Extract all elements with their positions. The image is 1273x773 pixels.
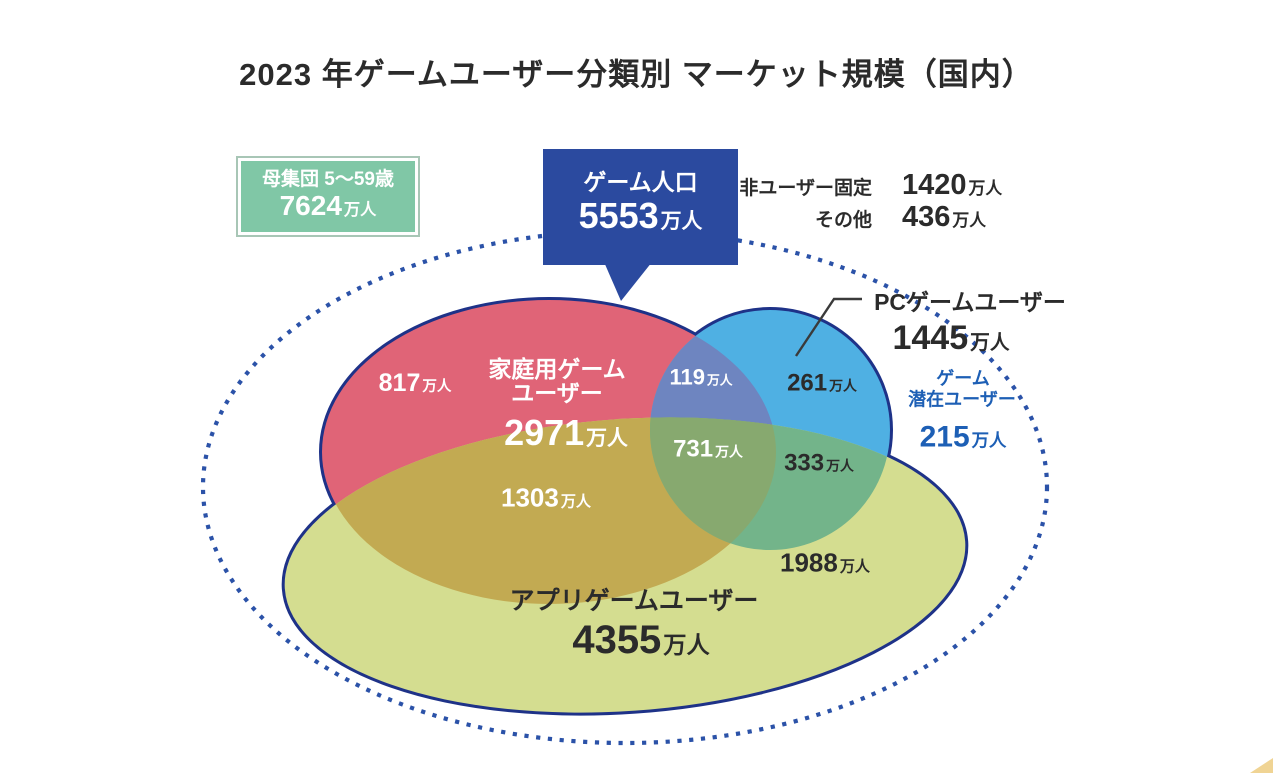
non-user-fixed-label: 非ユーザー固定 [739, 178, 872, 199]
console-set-value: 2971万人 [504, 412, 628, 454]
region-triple: 731 万人 [673, 435, 743, 463]
other-label: その他 [814, 210, 872, 231]
pc-label-connector-line [795, 297, 862, 357]
page-title: 2023 年ゲームユーザー分類別 マーケット規模（国内） [239, 57, 1034, 92]
region-console-only: 817 万人 [378, 368, 452, 397]
population-value: 7624 万人 [279, 189, 377, 221]
non-user-fixed-value: 1420 万人 [902, 169, 1003, 201]
region-pc-app: 333 万人 [784, 449, 854, 477]
side-stats: 非ユーザー固定 1420 万人 その他 436 万人 [700, 171, 1002, 235]
potential-name-line1: ゲーム [936, 368, 990, 389]
pc-app-overlap-region [650, 417, 890, 550]
potential-value: 215 万人 [919, 420, 1007, 454]
population-box: 母集団 5〜59歳 7624 万人 [238, 158, 418, 235]
game-population-callout: ゲーム人口 5553万人 [543, 149, 738, 265]
potential-users-dotted-ellipse [200, 228, 1050, 746]
population-label: 母集団 5〜59歳 [262, 168, 394, 190]
pc-set-name: PCゲームユーザー [874, 288, 1066, 315]
callout-label: ゲーム人口 [583, 168, 698, 195]
app-set-value: 4355万人 [572, 618, 710, 662]
corner-sliver [1250, 758, 1273, 773]
pc-set-value: 1445 万人 [892, 319, 1010, 358]
callout-value: 5553万人 [578, 194, 703, 236]
region-console-app: 1303 万人 [501, 482, 591, 513]
region-console-pc: 119 万人 [669, 364, 733, 390]
region-pc-only: 261 万人 [787, 369, 857, 397]
app-set-name: アプリゲームユーザー [509, 586, 759, 615]
other-value: 436 万人 [902, 201, 987, 233]
console-set-name: 家庭用ゲーム ユーザー [488, 356, 626, 406]
region-app-only: 1988 万人 [780, 547, 870, 578]
potential-name-line2: 潜在ユーザー [908, 389, 1016, 410]
console-app-overlap-region [322, 417, 776, 604]
callout-tail [604, 262, 652, 301]
